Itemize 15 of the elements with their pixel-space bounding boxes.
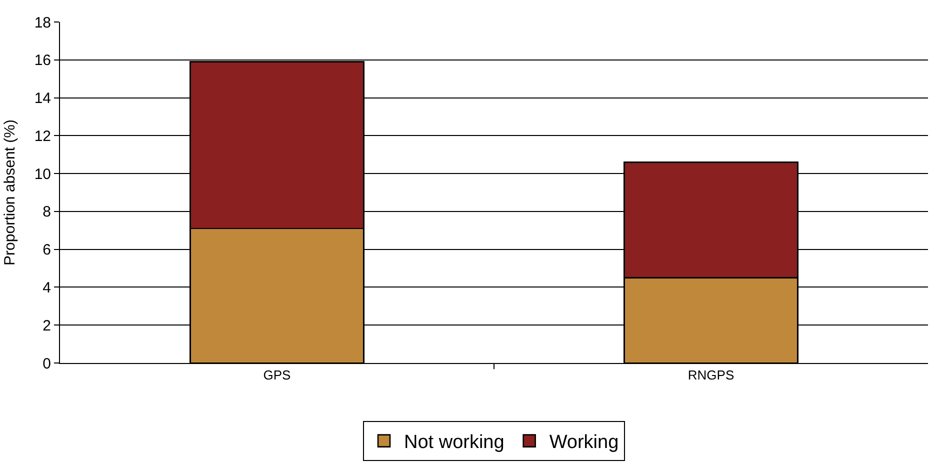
legend-label: Not working xyxy=(404,432,504,454)
y-tick-label: 8 xyxy=(42,204,51,221)
legend-label: Working xyxy=(549,432,619,454)
y-axis-title: Proportion absent (%) xyxy=(2,120,19,266)
y-tick-label: 6 xyxy=(42,242,51,259)
x-tick-label: RNGPS xyxy=(688,368,734,383)
y-tick-label: 16 xyxy=(34,52,51,70)
y-tick-label: 14 xyxy=(34,90,51,108)
x-tick-label: GPS xyxy=(263,368,292,383)
y-tick-label: 12 xyxy=(34,128,51,145)
y-tick-label: 2 xyxy=(42,317,51,334)
y-tick-label: 0 xyxy=(42,355,51,372)
y-tick-label: 10 xyxy=(34,166,51,183)
y-tick-label: 4 xyxy=(42,279,51,296)
y-tick-label: 18 xyxy=(34,14,51,32)
